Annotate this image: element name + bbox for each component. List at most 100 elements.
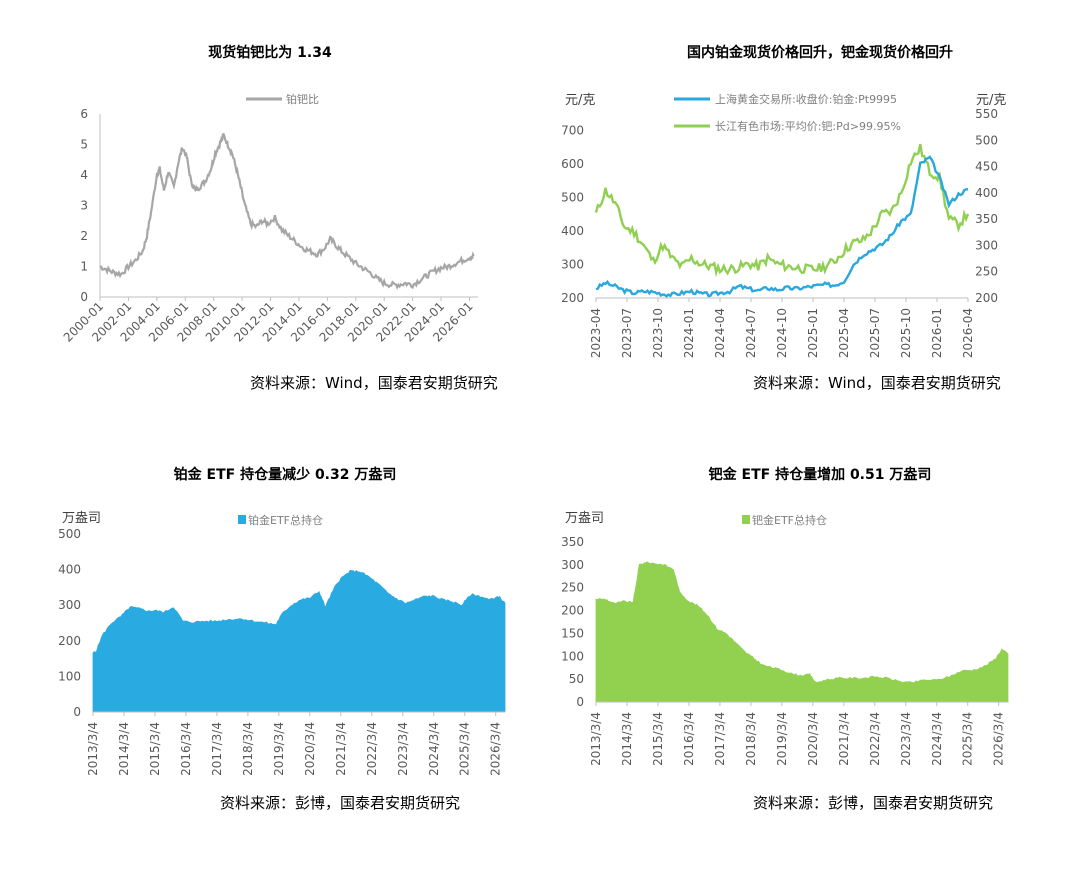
y-tick-label: 4	[80, 168, 88, 182]
x-tick-label: 2019/3/4	[775, 712, 789, 766]
chart-title: 国内铂金现货价格回升，钯金现货价格回升	[687, 45, 953, 61]
x-tick-label: 2021/3/4	[837, 712, 851, 766]
x-tick-label: 2025-10	[899, 308, 913, 358]
panel-pt-pd-price: 国内铂金现货价格回升，钯金现货价格回升 元/克 元/克 200 300 400 500 60…	[540, 0, 1080, 412]
y-right-tick-label: 350	[975, 212, 998, 226]
x-tick-label: 2015/3/4	[651, 712, 665, 766]
legend-label-palladium: 长江有色市场:平均价:钯:Pd>99.95%	[715, 119, 901, 133]
y-tick-label: 100	[561, 649, 584, 663]
series-area	[92, 569, 506, 713]
chart-title: 现货铂钯比为 1.34	[208, 45, 332, 61]
y-right-tick-label: 300	[975, 238, 998, 252]
y-tick-label: 0	[73, 705, 81, 719]
y-left-tick-label: 700	[561, 124, 584, 138]
x-tick-label: 2022/3/4	[365, 722, 379, 776]
chart-source: 资料来源：彭博，国泰君安期货研究	[753, 794, 994, 812]
x-tick-label: 2024/3/4	[427, 722, 441, 776]
x-tick-label: 2017/3/4	[210, 722, 224, 776]
x-tick-label: 2020/3/4	[303, 722, 317, 776]
x-tick-label: 2015/3/4	[148, 722, 162, 776]
x-tick-label: 2013/3/4	[86, 722, 100, 776]
y-tick-label: 350	[561, 535, 584, 549]
y-right-tick-label: 500	[975, 133, 998, 147]
panel-pd-etf: 钯金 ETF 持仓量增加 0.51 万盎司 万盎司 0 50 100 150 200 250…	[540, 412, 1080, 824]
chart-source: 资料来源：Wind，国泰君安期货研究	[753, 374, 1001, 392]
y-left-tick-label: 500	[561, 191, 584, 205]
y-tick-label: 400	[58, 563, 81, 577]
x-tick-label: 2019/3/4	[272, 722, 286, 776]
x-tick-label: 2023/3/4	[899, 712, 913, 766]
x-tick-label: 2023-07	[620, 308, 634, 358]
x-tick-label: 2018/3/4	[744, 712, 758, 766]
x-tick-label: 2023/3/4	[396, 722, 410, 776]
y-tick-label: 6	[80, 107, 88, 121]
x-tick-label: 2026-04	[961, 308, 975, 358]
x-tick-label: 2024-10	[775, 308, 789, 358]
x-tick-label: 2025-04	[837, 308, 851, 358]
x-tick-label: 2026/3/4	[992, 712, 1006, 766]
x-tick-label: 2013/3/4	[589, 712, 603, 766]
y-tick-label: 50	[569, 672, 584, 686]
y-tick-label: 250	[561, 581, 584, 595]
chart-pd-etf: 万盎司 0 50 100 150 200 250 300 350 2013/3/4 2014/3/4…	[561, 511, 1009, 766]
x-tick-label: 2021/3/4	[334, 722, 348, 776]
y-right-tick-label: 400	[975, 186, 998, 200]
chart-pt-etf: 万盎司 0 100 200 300 400 500 2013/3/4 2014/3/4 2015/…	[58, 511, 506, 776]
chart-pt-pd-price: 元/克 元/克 200 300 400 500 600 700 200 250 300 350 400 4…	[561, 92, 1006, 358]
y-unit-label: 万盎司	[62, 511, 101, 526]
x-tick-label: 2024-04	[713, 308, 727, 358]
chart-pt-pd-ratio: 01234562000-012002-012004-012006-012008-…	[61, 92, 478, 345]
y-right-tick-label: 450	[975, 160, 998, 174]
y-left-tick-label: 400	[561, 224, 584, 238]
x-tick-label: 2023-04	[589, 308, 603, 358]
legend-swatch	[742, 515, 750, 524]
y-tick-label: 500	[58, 527, 81, 541]
x-tick-label: 2025-01	[806, 308, 820, 358]
x-tick-label: 2024/3/4	[930, 712, 944, 766]
chart-title: 铂金 ETF 持仓量减少 0.32 万盎司	[173, 467, 397, 483]
y-tick-label: 100	[58, 669, 81, 683]
chart-source: 资料来源：Wind，国泰君安期货研究	[250, 374, 498, 392]
panel-pt-etf: 铂金 ETF 持仓量减少 0.32 万盎司 万盎司 0 100 200 300 400 50…	[0, 412, 540, 824]
x-tick-label: 2024-01	[682, 308, 696, 358]
panel-pt-pd-ratio: 现货铂钯比为 1.34 0 1 2 3 4 5 6 2000-01 2002-01 2004-01…	[0, 0, 540, 412]
y-tick-label: 200	[58, 634, 81, 648]
series-line-platinum	[595, 155, 968, 298]
x-tick-label: 2023-10	[651, 308, 665, 358]
y-tick-label: 2	[80, 229, 88, 243]
chart-source: 资料来源：彭博，国泰君安期货研究	[220, 794, 461, 812]
y-right-unit: 元/克	[976, 93, 1006, 108]
y-left-unit: 元/克	[565, 93, 595, 108]
legend-label: 钯金ETF总持仓	[752, 513, 827, 527]
series-area	[595, 561, 1009, 703]
x-tick-label: 2017/3/4	[713, 712, 727, 766]
x-tick-label: 2020/3/4	[806, 712, 820, 766]
y-tick-label: 300	[561, 558, 584, 572]
y-right-tick-label: 550	[975, 107, 998, 121]
y-left-tick-label: 600	[561, 157, 584, 171]
y-tick-label: 3	[80, 199, 88, 213]
y-left-tick-label: 300	[561, 258, 584, 272]
x-tick-label: 2026/3/4	[489, 722, 503, 776]
x-tick-label: 2018/3/4	[241, 722, 255, 776]
x-tick-label: 2016/3/4	[179, 722, 193, 776]
x-tick-label: 2025-07	[868, 308, 882, 358]
y-unit-label: 万盎司	[565, 511, 604, 526]
x-tick-label: 2022/3/4	[868, 712, 882, 766]
y-tick-label: 300	[58, 598, 81, 612]
x-tick-label: 2026-01	[930, 308, 944, 358]
legend-label: 铂金ETF总持仓	[248, 513, 323, 527]
x-tick-label: 2025/3/4	[458, 722, 472, 776]
chart-title: 钯金 ETF 持仓量增加 0.51 万盎司	[708, 467, 932, 483]
y-tick-label: 0	[80, 290, 88, 304]
y-tick-label: 0	[576, 695, 584, 709]
y-tick-label: 150	[561, 626, 584, 640]
x-tick-label: 2014/3/4	[620, 712, 634, 766]
series-line-palladium	[594, 143, 970, 278]
x-tick-label: 2014/3/4	[117, 722, 131, 776]
y-left-tick-label: 200	[561, 291, 584, 305]
y-right-tick-label: 250	[975, 265, 998, 279]
legend-label: 铂钯比	[286, 92, 319, 106]
y-tick-label: 5	[80, 138, 88, 152]
x-tick-label: 2024-07	[744, 308, 758, 358]
